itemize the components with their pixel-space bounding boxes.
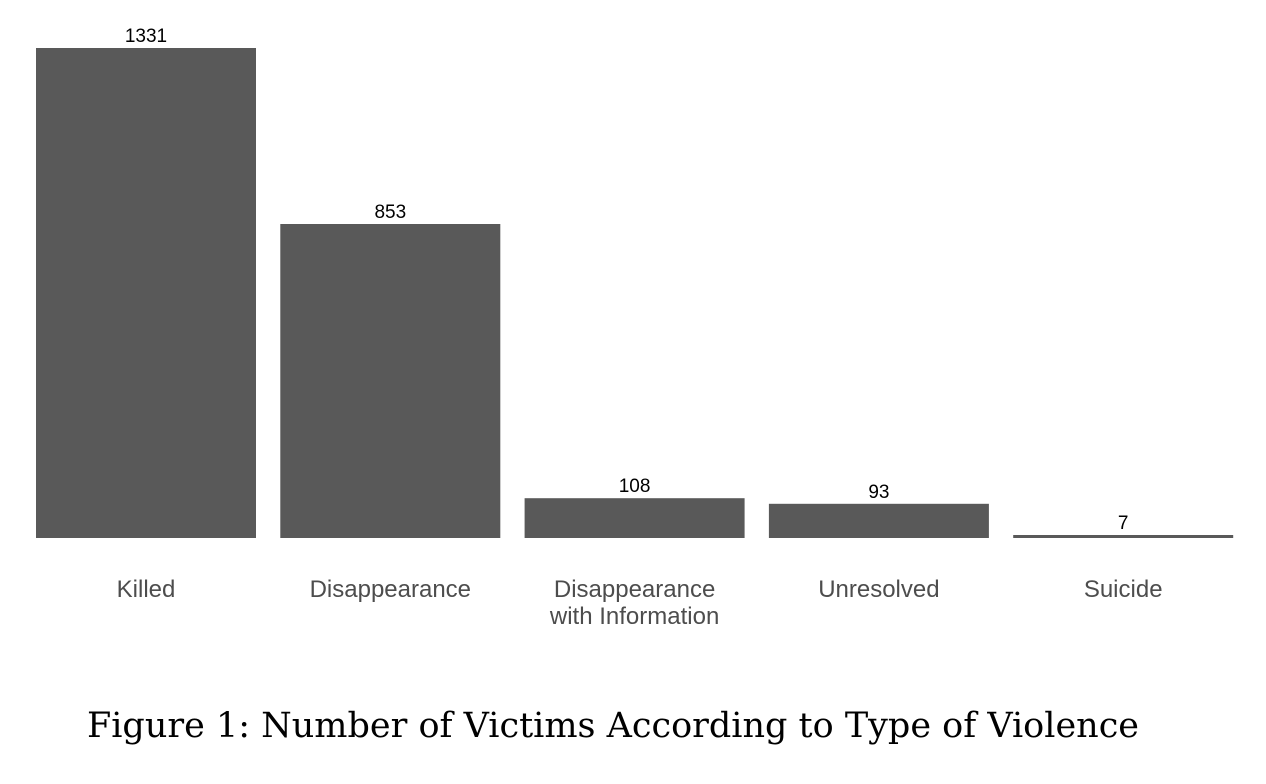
bar-value-label-4: 7	[1118, 513, 1129, 534]
bar-3	[768, 503, 989, 538]
category-label-3: Unresolved	[818, 576, 939, 603]
category-label-1-line-0: Disappearance	[310, 576, 471, 603]
category-label-2-line-1: with Information	[549, 603, 719, 630]
bar-value-label-1: 853	[374, 202, 406, 223]
bar-0	[36, 48, 256, 538]
category-label-0: Killed	[117, 576, 176, 603]
category-label-4: Suicide	[1084, 576, 1163, 603]
figure-caption: Figure 1: Number of Victims According to…	[86, 706, 1140, 746]
bar-value-label-2: 108	[619, 476, 651, 497]
category-label-4-line-0: Suicide	[1084, 576, 1163, 603]
bar-4	[1013, 535, 1234, 538]
category-label-3-line-0: Unresolved	[818, 576, 939, 603]
category-label-0-line-0: Killed	[117, 576, 176, 603]
bar-value-label-3: 93	[868, 482, 889, 503]
category-labels-group: Killed Disappearance Disappearance with Inf…	[117, 576, 1163, 630]
value-labels-group: 1331 853 108 93 7	[125, 26, 1129, 534]
category-label-1: Disappearance	[310, 576, 471, 603]
bar-2	[524, 498, 745, 538]
bar-value-label-0: 1331	[125, 26, 167, 47]
bar-1	[280, 224, 501, 538]
category-label-2-line-0: Disappearance	[554, 576, 715, 603]
category-label-2: Disappearance with Information	[549, 576, 719, 630]
bars-group	[36, 48, 1234, 538]
